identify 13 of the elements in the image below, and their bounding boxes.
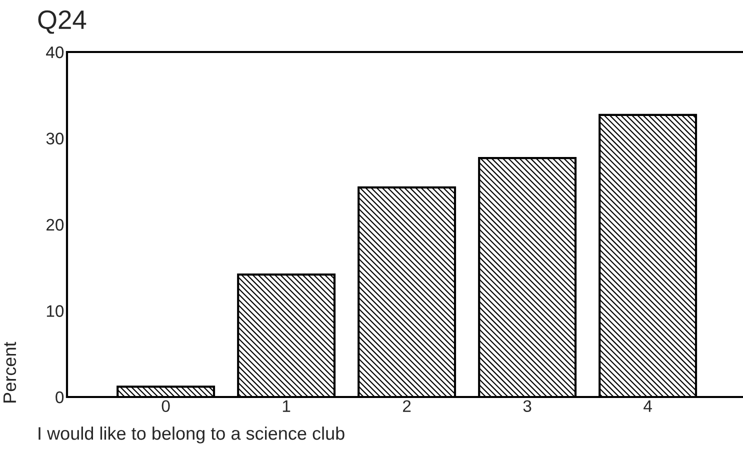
x-tick-label: 4	[644, 400, 652, 412]
y-tick-label: 0	[56, 391, 64, 404]
x-tick-label: 3	[523, 400, 532, 412]
y-tick-label: 10	[46, 305, 64, 317]
x-tick-label: 1	[282, 400, 290, 412]
x-axis-title: I would like to belong to a science club	[38, 426, 344, 444]
y-tick-label: 20	[46, 218, 64, 231]
x-tick-label: 2	[403, 400, 411, 412]
y-tick-label: 30	[46, 132, 64, 144]
y-tick-label: 40	[46, 46, 64, 58]
y-axis-title: Percent	[4, 342, 16, 402]
chart-title: Q24	[38, 10, 86, 34]
x-tick-label: 0	[162, 400, 170, 412]
